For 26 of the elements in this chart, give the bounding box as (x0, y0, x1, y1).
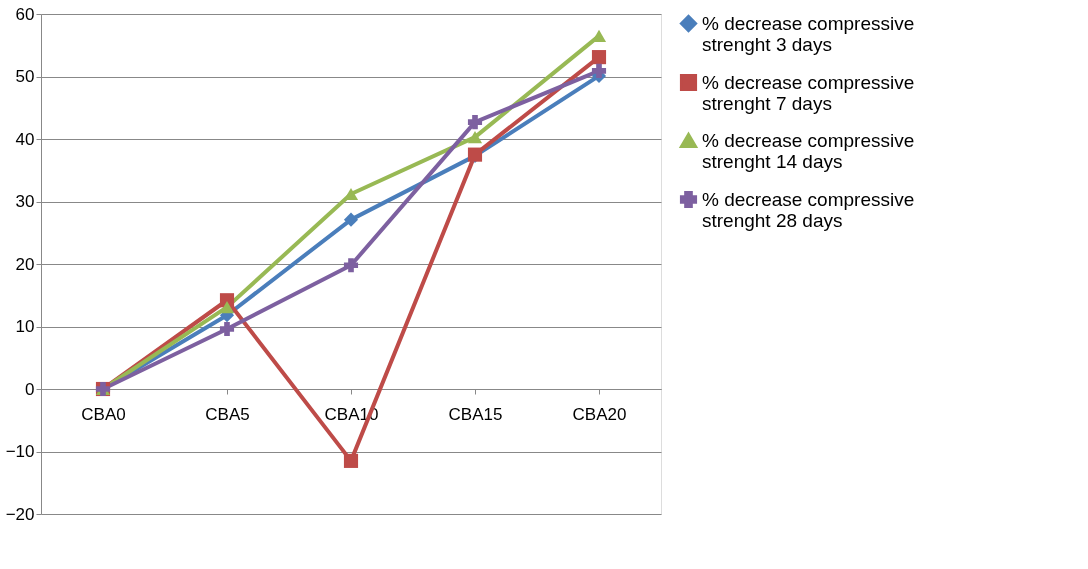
y-tick-label: 40 (15, 129, 35, 149)
y-tick-label: −20 (5, 504, 35, 524)
y-tick-label: 10 (15, 317, 35, 336)
y-tick-label: 0 (25, 379, 35, 399)
y-tick-label: 30 (15, 192, 35, 211)
point (591, 63, 607, 78)
x-tick-label: CBA5 (205, 404, 250, 424)
x-tick-label: CBA0 (81, 404, 126, 424)
x-tick-label: CBA20 (572, 404, 627, 424)
legend-label: % decrease compressive strenght 14 days (702, 129, 915, 172)
y-tick-label: 50 (15, 67, 35, 86)
point (591, 50, 607, 65)
y-tick-label: −10 (5, 442, 35, 461)
y-tick-label: 20 (15, 254, 35, 274)
point (343, 453, 359, 468)
legend-label: % decrease compressive strenght 3 days (702, 12, 915, 55)
legend-label: % decrease compressive strenght 7 days (702, 71, 915, 114)
legend-label: % decrease compressive strenght 28 days (702, 188, 915, 231)
point (219, 301, 235, 314)
y-tick-label: 60 (15, 4, 35, 24)
point (343, 212, 359, 227)
point (219, 321, 235, 337)
point (343, 258, 359, 273)
point (467, 131, 483, 144)
point (467, 115, 483, 130)
x-tick-label: CBA15 (448, 404, 503, 424)
